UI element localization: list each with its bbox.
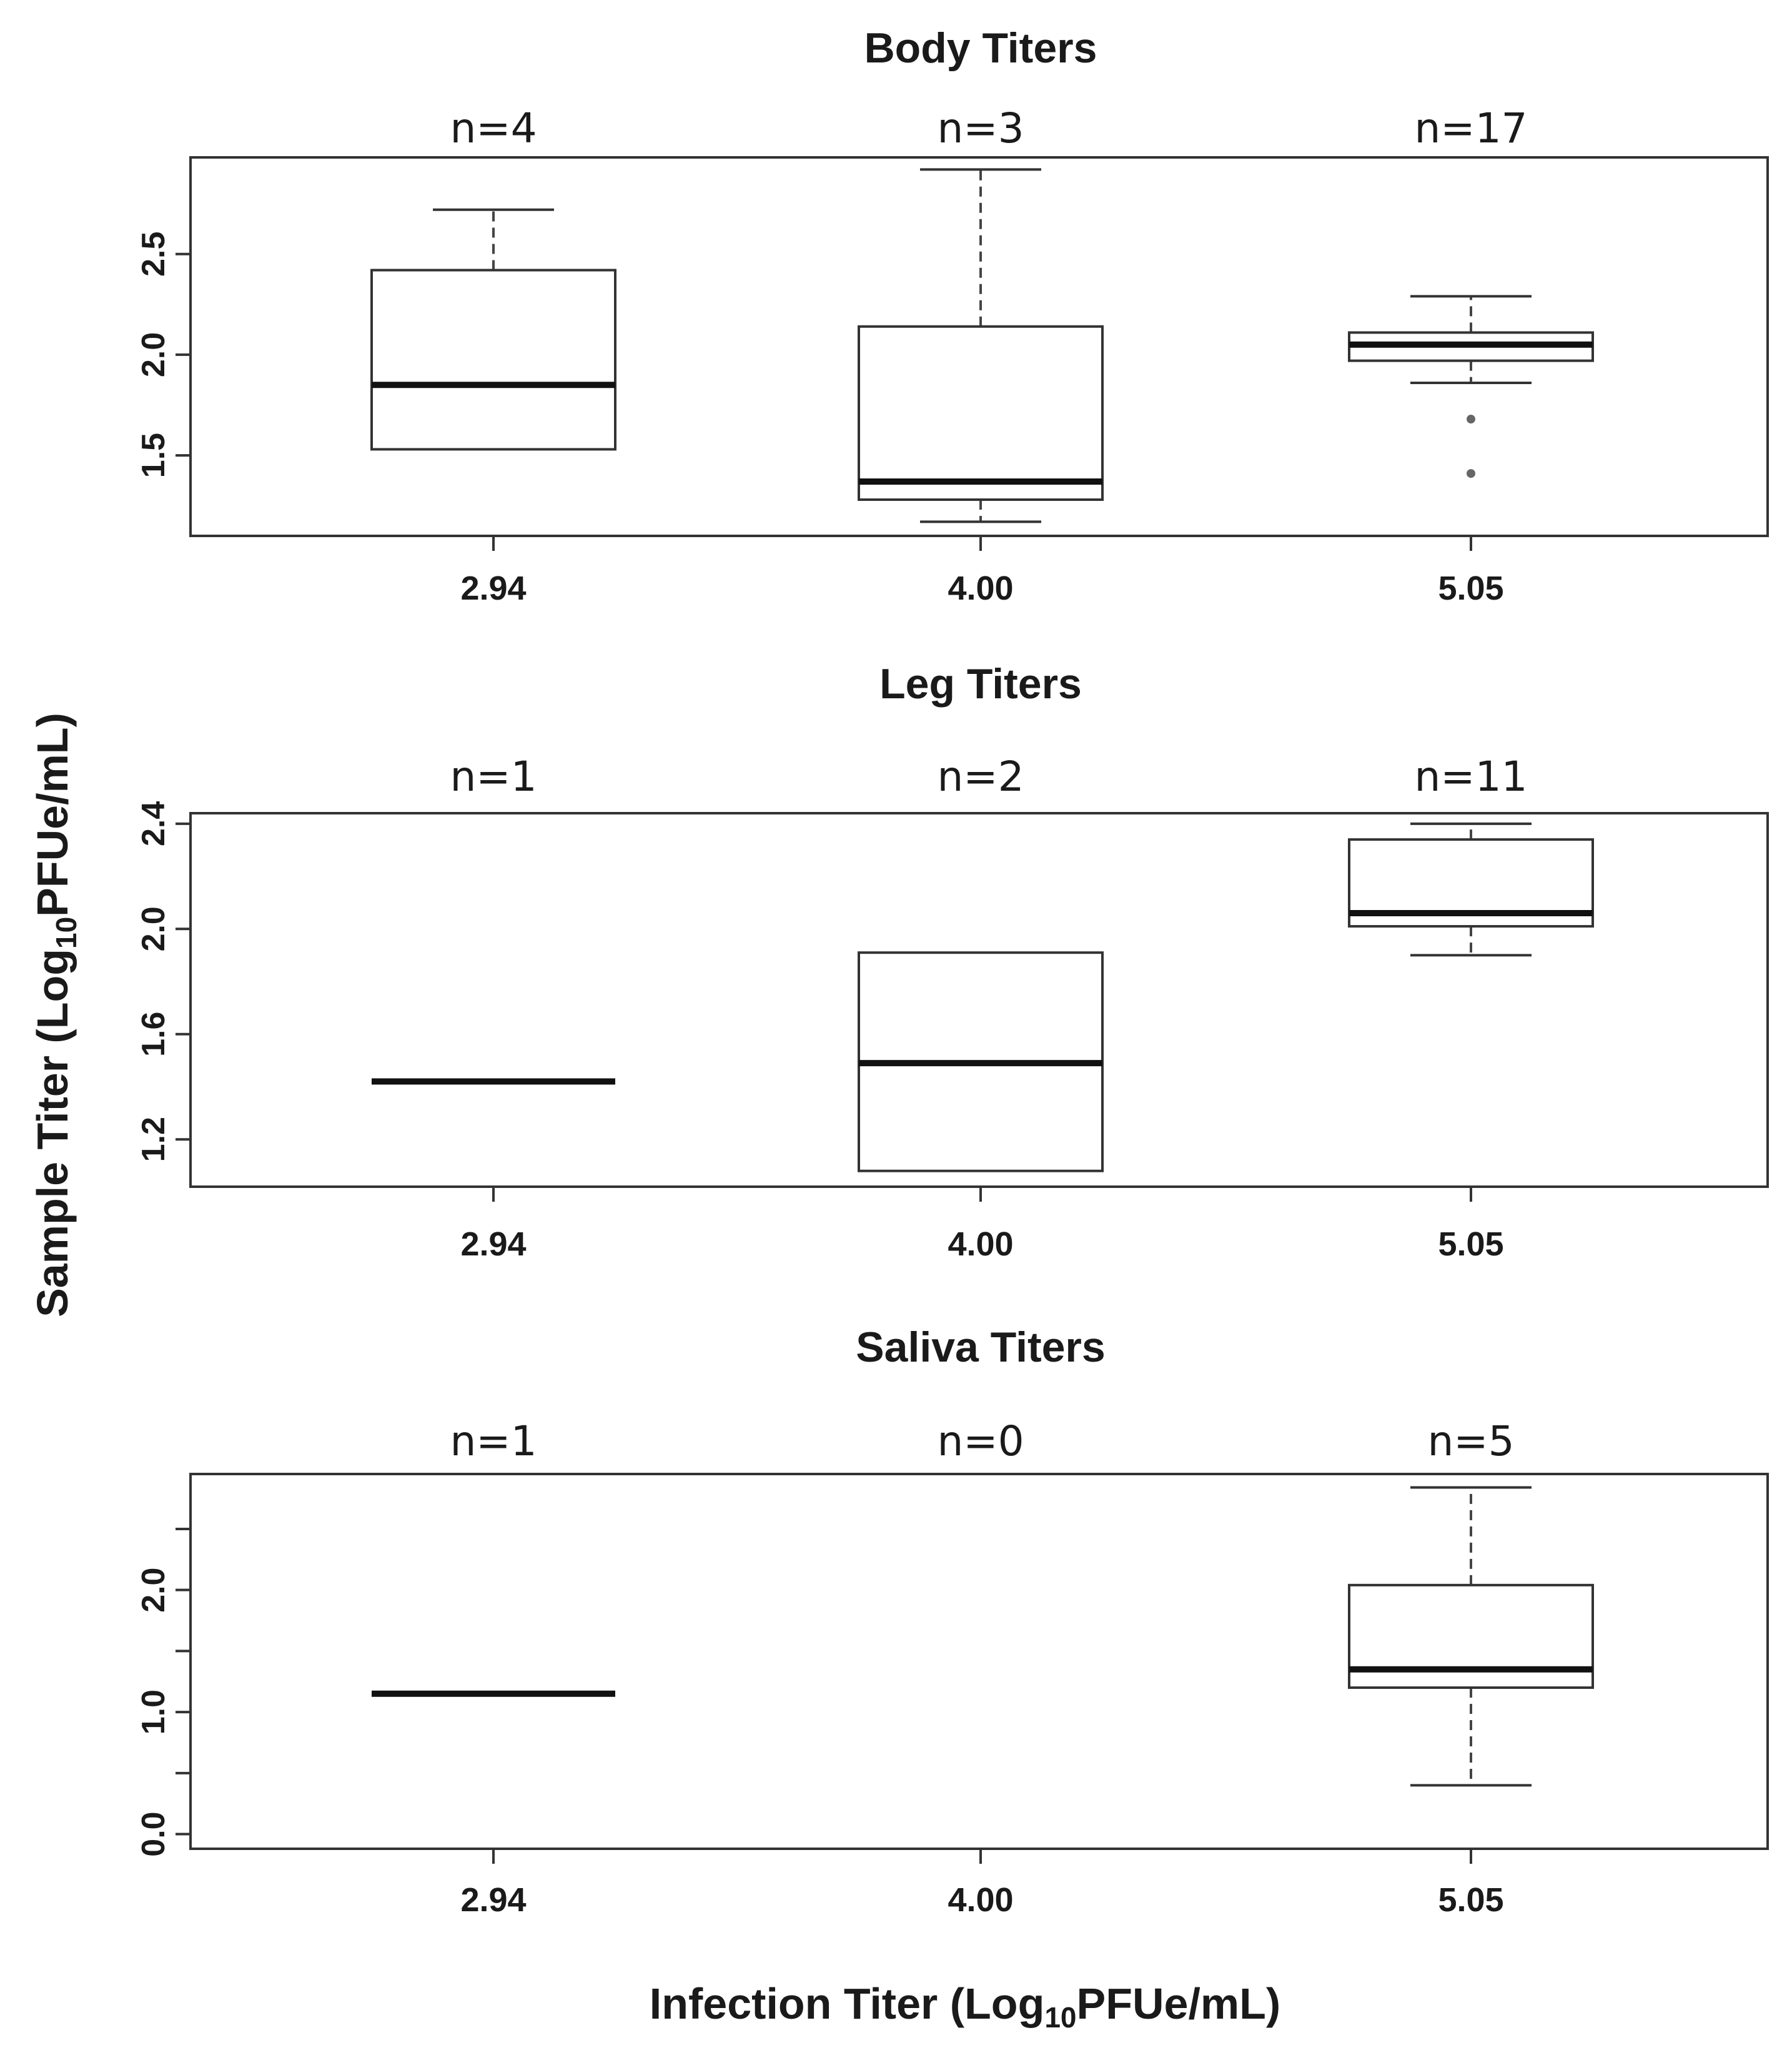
- x-tick-label: 4.00: [948, 1225, 1013, 1263]
- plot-frame: [189, 156, 1769, 537]
- outlier-point: [1467, 469, 1475, 478]
- sample-size-label: n=1: [450, 753, 537, 801]
- sample-size-label: n=1: [450, 1417, 537, 1465]
- x-tick-label: 2.94: [460, 570, 526, 607]
- box-4.00: [858, 168, 1104, 523]
- box-5.05: [1348, 822, 1594, 957]
- panel-title: Leg Titers: [879, 660, 1082, 708]
- x-axis-title: Infection Titer (Log10PFUe/mL): [650, 1979, 1280, 2034]
- y-tick-label: 1.5: [136, 433, 172, 478]
- panel-title: Body Titers: [864, 24, 1097, 72]
- plot-frame: [189, 812, 1769, 1188]
- panel-3: Saliva Titers n=1 n=0 n=5 0.0 1.0 2.0 2.94 4.00 5…: [136, 1323, 1769, 1919]
- sample-size-label: n=17: [1414, 104, 1527, 152]
- x-tick-label: 2.94: [460, 1225, 526, 1263]
- x-tick-label: 4.00: [948, 570, 1013, 607]
- x-axis-title-main: Infection Titer (Log: [650, 1979, 1045, 2028]
- sample-size-label: n=4: [450, 104, 537, 152]
- y-axis-title-main: Sample Titer (Log: [28, 949, 77, 1317]
- panel-2: Leg Titers n=1 n=2 n=11 1.2 1.6 2.0 2.4 2.94 4.00…: [136, 660, 1769, 1263]
- box-2.94: [370, 208, 616, 451]
- sample-size-label: n=3: [937, 104, 1024, 152]
- y-axis-title-sub: 10: [50, 917, 82, 949]
- sample-size-label: n=0: [937, 1417, 1024, 1465]
- x-tick-label: 5.05: [1438, 570, 1503, 607]
- y-tick-label: 2.0: [136, 332, 172, 377]
- box-5.05: [1348, 1486, 1594, 1787]
- x-tick-label: 5.05: [1438, 1225, 1503, 1263]
- sample-size-label: n=11: [1414, 753, 1527, 801]
- y-tick-label: 2.5: [136, 232, 172, 277]
- sample-size-label: n=2: [937, 753, 1024, 801]
- panels: Body Titers n=4 n=3 n=17 1.5 2.0 2.5 2.94 4.00 5.…: [136, 24, 1769, 1919]
- panel-1: Body Titers n=4 n=3 n=17 1.5 2.0 2.5 2.94 4.00 5.…: [136, 24, 1769, 607]
- x-axis-title-rest: PFUe/mL): [1077, 1979, 1281, 2028]
- sample-size-label: n=5: [1427, 1417, 1514, 1465]
- y-tick-label: 1.0: [136, 1690, 172, 1734]
- outlier-point: [1467, 415, 1475, 424]
- x-tick-label: 4.00: [948, 1881, 1013, 1919]
- y-tick-label: 2.4: [136, 801, 172, 846]
- box-5.05: [1348, 295, 1594, 478]
- x-tick-label: 5.05: [1438, 1881, 1503, 1919]
- y-tick-label: 1.2: [136, 1117, 172, 1162]
- y-axis-title-rest: PFUe/mL): [28, 713, 77, 917]
- panel-title: Saliva Titers: [856, 1323, 1105, 1371]
- iqr-box: [370, 269, 616, 451]
- plot-frame: [189, 1473, 1769, 1850]
- y-tick-label: 1.6: [136, 1012, 172, 1057]
- x-tick-label: 2.94: [460, 1881, 526, 1919]
- box-4.00: [858, 951, 1104, 1172]
- y-tick-label: 0.0: [136, 1811, 172, 1856]
- y-tick-label: 2.0: [136, 906, 172, 951]
- y-tick-label: 2.0: [136, 1568, 172, 1613]
- x-axis-title-sub: 10: [1044, 2001, 1076, 2034]
- y-axis-title: Sample Titer (Log10PFUe/mL): [28, 713, 82, 1317]
- iqr-box: [858, 325, 1104, 501]
